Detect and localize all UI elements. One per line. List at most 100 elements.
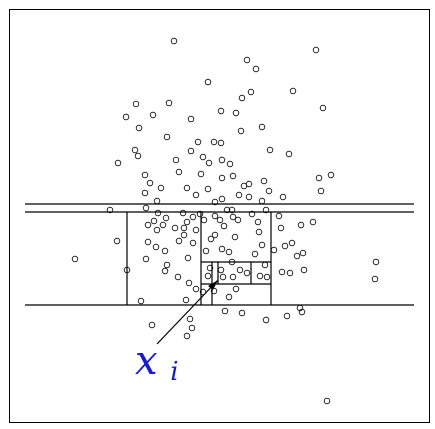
data-point [220,274,226,280]
data-point [290,88,296,94]
data-point [162,248,168,254]
data-point [151,218,157,224]
data-point [263,317,269,323]
data-point [135,153,141,159]
data-point [189,325,195,331]
data-point [115,160,121,166]
data-point [181,232,187,238]
data-point [184,185,190,191]
data-point [262,262,268,268]
data-point [164,134,170,140]
data-point [244,270,250,276]
data-point [162,268,168,274]
data-point [230,173,236,179]
data-point [248,89,254,95]
data-point [201,217,207,223]
data-point [172,225,178,231]
data-point [154,198,160,204]
data-point [195,139,201,145]
data-point [155,210,161,216]
data-point [205,273,211,279]
data-point [183,297,189,303]
data-point [253,66,259,72]
data-point [259,242,265,248]
data-point [328,172,334,178]
data-point [310,219,316,225]
data-point [218,108,224,114]
data-point [136,125,142,131]
data-point [184,219,190,225]
data-point [278,225,284,231]
data-point [188,116,194,122]
data-point [313,47,319,53]
data-point [180,210,186,216]
data-point [256,229,262,235]
data-point [147,180,153,186]
data-point [271,247,277,253]
data-point [218,267,224,273]
data-point [289,240,295,246]
data-point [236,192,242,198]
data-point [298,222,304,228]
data-point [145,222,151,228]
data-point [244,57,250,63]
data-point [267,147,273,153]
data-point [158,185,164,191]
data-point [206,160,212,166]
data-point [114,238,120,244]
data-point [142,172,148,178]
data-point [218,140,224,146]
data-point [153,244,159,250]
data-point [208,236,214,242]
data-point [200,154,206,160]
data-point [372,276,378,282]
query-point-label-sub: i [170,357,178,387]
partition-lines [25,204,414,305]
data-point [154,227,160,233]
data-point [184,333,190,339]
data-point [143,205,149,211]
data-point [238,128,244,134]
query-point-label: x i [135,338,179,387]
data-point [219,157,225,163]
data-point [203,248,209,254]
data-point [233,286,239,292]
data-point [173,157,179,163]
data-point [219,175,225,181]
data-point [246,194,252,200]
data-point [145,239,151,245]
data-point [188,148,194,154]
data-point [230,274,236,280]
data-point [176,169,182,175]
data-point [123,114,129,120]
data-point [149,322,155,328]
data-point [373,259,379,265]
data-point [226,294,232,300]
data-point [160,222,166,228]
query-point-label-main: x [135,338,158,384]
data-point [239,310,245,316]
data-point [185,255,191,261]
query-arrow-line [157,280,218,344]
data-point [212,213,218,219]
data-point [239,95,245,101]
data-point [316,175,322,181]
data-point [300,250,306,256]
data-point [205,186,211,192]
data-point [143,256,149,262]
data-point [205,79,211,85]
data-point [193,227,199,233]
data-point [235,217,241,223]
data-point [221,223,227,229]
data-point [232,234,238,240]
data-point [226,249,232,255]
data-point [190,240,196,246]
data-point [230,214,236,220]
data-point [166,100,172,106]
data-point [187,316,193,322]
data-point [142,190,148,196]
data-points [72,38,379,404]
data-point [318,188,324,194]
data-point [138,298,144,304]
